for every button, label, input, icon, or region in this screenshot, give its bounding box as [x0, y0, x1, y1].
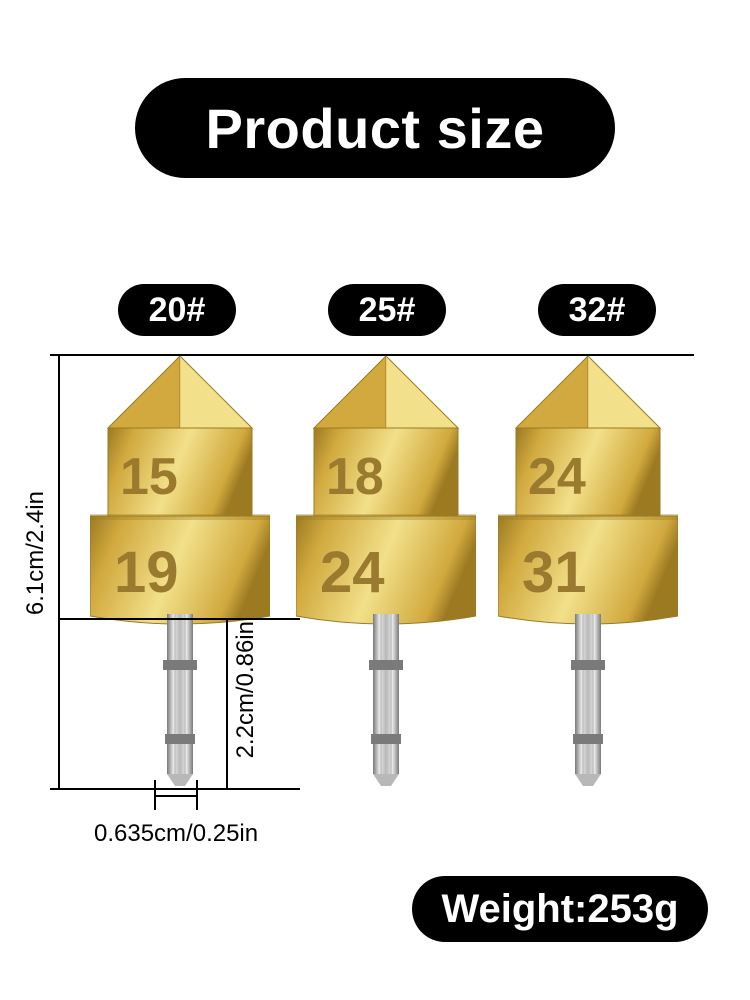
drill-bit-25: 18 24 [296, 356, 476, 786]
size-pill-20: 20# [118, 284, 236, 336]
shank-diameter-dimension-label: 0.635cm/0.25in [94, 820, 258, 848]
weight-text: Weight:253g [441, 887, 678, 932]
height-dimension-label: 6.1cm/2.4in [22, 491, 50, 615]
drill-bit-32: 24 31 [498, 356, 678, 786]
weight-pill: Weight:253g [412, 876, 708, 942]
bit-shank-icon [163, 614, 197, 786]
bit-shank-icon [571, 614, 605, 786]
shank-length-dimension-label: 2.2cm/0.86in [232, 621, 260, 758]
bit-head-icon: 15 19 [90, 356, 270, 626]
svg-text:24: 24 [320, 540, 385, 605]
size-pill-label: 25# [359, 291, 416, 330]
svg-text:19: 19 [114, 540, 179, 605]
svg-text:24: 24 [528, 448, 586, 506]
title-text: Product size [206, 96, 545, 161]
size-pill-label: 20# [149, 291, 206, 330]
svg-text:18: 18 [326, 448, 384, 506]
bit-shank-icon [369, 614, 403, 786]
svg-text:15: 15 [120, 448, 178, 506]
title-pill: Product size [135, 78, 615, 178]
bit-head-icon: 24 31 [498, 356, 678, 626]
bit-head-icon: 18 24 [296, 356, 476, 626]
size-pill-32: 32# [538, 284, 656, 336]
size-pill-25: 25# [328, 284, 446, 336]
svg-text:31: 31 [522, 540, 587, 605]
size-pill-label: 32# [569, 291, 626, 330]
